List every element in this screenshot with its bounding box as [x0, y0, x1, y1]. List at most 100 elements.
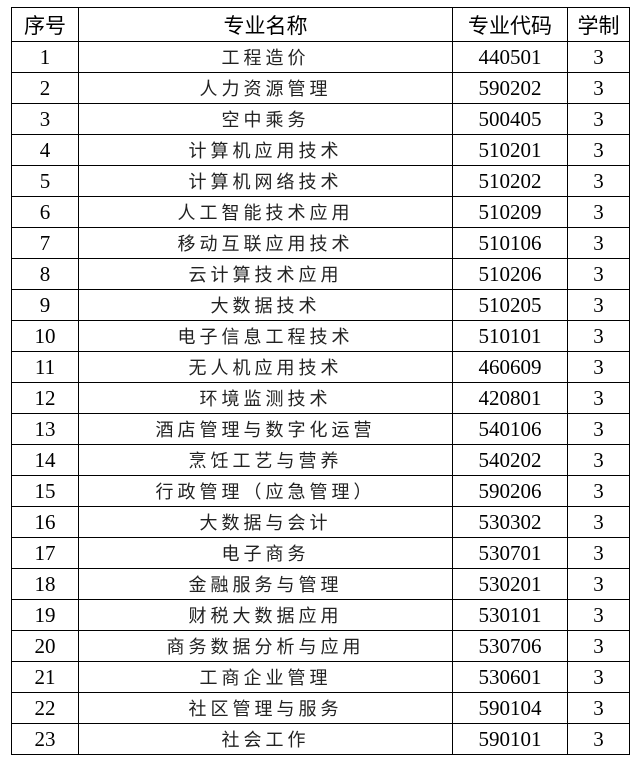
cell-name: 金融服务与管理 — [78, 568, 453, 600]
cell-index: 3 — [11, 103, 79, 135]
cell-index: 20 — [11, 630, 79, 662]
cell-index: 16 — [11, 506, 79, 538]
cell-index: 2 — [11, 72, 79, 104]
cell-code: 510106 — [452, 227, 568, 259]
cell-years: 3 — [567, 72, 630, 104]
cell-index: 13 — [11, 413, 79, 445]
cell-index: 5 — [11, 165, 79, 197]
cell-code: 530601 — [452, 661, 568, 693]
cell-name: 人力资源管理 — [78, 72, 453, 104]
header-name: 专业名称 — [78, 7, 453, 42]
cell-years: 3 — [567, 165, 630, 197]
cell-index: 11 — [11, 351, 79, 383]
table-row: 17 电子商务 530701 3 — [11, 537, 630, 569]
table-row: 3 空中乘务 500405 3 — [11, 103, 630, 135]
table-row: 15 行政管理（应急管理） 590206 3 — [11, 475, 630, 507]
cell-name: 工程造价 — [78, 41, 453, 73]
cell-years: 3 — [567, 289, 630, 321]
cell-code: 440501 — [452, 41, 568, 73]
cell-years: 3 — [567, 568, 630, 600]
cell-name: 环境监测技术 — [78, 382, 453, 414]
cell-code: 510209 — [452, 196, 568, 228]
cell-code: 530201 — [452, 568, 568, 600]
cell-index: 17 — [11, 537, 79, 569]
cell-code: 500405 — [452, 103, 568, 135]
table-row: 13 酒店管理与数字化运营 540106 3 — [11, 413, 630, 445]
cell-name: 大数据与会计 — [78, 506, 453, 538]
cell-index: 23 — [11, 723, 79, 755]
table-row: 12 环境监测技术 420801 3 — [11, 382, 630, 414]
table-row: 8 云计算技术应用 510206 3 — [11, 258, 630, 290]
cell-name: 电子信息工程技术 — [78, 320, 453, 352]
cell-index: 18 — [11, 568, 79, 600]
cell-index: 6 — [11, 196, 79, 228]
cell-name: 商务数据分析与应用 — [78, 630, 453, 662]
cell-years: 3 — [567, 723, 630, 755]
table-row: 11 无人机应用技术 460609 3 — [11, 351, 630, 383]
cell-name: 酒店管理与数字化运营 — [78, 413, 453, 445]
table-row: 22 社区管理与服务 590104 3 — [11, 692, 630, 724]
cell-index: 12 — [11, 382, 79, 414]
cell-years: 3 — [567, 41, 630, 73]
cell-code: 530101 — [452, 599, 568, 631]
cell-years: 3 — [567, 258, 630, 290]
table-row: 7 移动互联应用技术 510106 3 — [11, 227, 630, 259]
cell-code: 510101 — [452, 320, 568, 352]
table-row: 14 烹饪工艺与营养 540202 3 — [11, 444, 630, 476]
header-index: 序号 — [11, 7, 79, 42]
cell-code: 460609 — [452, 351, 568, 383]
cell-index: 15 — [11, 475, 79, 507]
cell-index: 8 — [11, 258, 79, 290]
header-years: 学制 — [567, 7, 630, 42]
table-row: 1 工程造价 440501 3 — [11, 41, 630, 73]
table-row: 16 大数据与会计 530302 3 — [11, 506, 630, 538]
table-row: 23 社会工作 590101 3 — [11, 723, 630, 755]
cell-name: 财税大数据应用 — [78, 599, 453, 631]
cell-code: 530302 — [452, 506, 568, 538]
cell-name: 计算机应用技术 — [78, 134, 453, 166]
header-code: 专业代码 — [452, 7, 568, 42]
table-row: 9 大数据技术 510205 3 — [11, 289, 630, 321]
cell-code: 540106 — [452, 413, 568, 445]
cell-years: 3 — [567, 444, 630, 476]
cell-years: 3 — [567, 692, 630, 724]
cell-index: 21 — [11, 661, 79, 693]
cell-name: 社区管理与服务 — [78, 692, 453, 724]
table-row: 4 计算机应用技术 510201 3 — [11, 134, 630, 166]
cell-name: 社会工作 — [78, 723, 453, 755]
table-row: 20 商务数据分析与应用 530706 3 — [11, 630, 630, 662]
cell-name: 烹饪工艺与营养 — [78, 444, 453, 476]
cell-index: 7 — [11, 227, 79, 259]
cell-code: 590101 — [452, 723, 568, 755]
cell-years: 3 — [567, 599, 630, 631]
cell-name: 计算机网络技术 — [78, 165, 453, 197]
cell-index: 4 — [11, 134, 79, 166]
cell-years: 3 — [567, 320, 630, 352]
table-row: 5 计算机网络技术 510202 3 — [11, 165, 630, 197]
cell-code: 510206 — [452, 258, 568, 290]
cell-code: 590104 — [452, 692, 568, 724]
cell-name: 人工智能技术应用 — [78, 196, 453, 228]
table-row: 18 金融服务与管理 530201 3 — [11, 568, 630, 600]
cell-code: 540202 — [452, 444, 568, 476]
cell-years: 3 — [567, 382, 630, 414]
cell-years: 3 — [567, 661, 630, 693]
cell-code: 510205 — [452, 289, 568, 321]
cell-years: 3 — [567, 134, 630, 166]
cell-name: 大数据技术 — [78, 289, 453, 321]
cell-name: 行政管理（应急管理） — [78, 475, 453, 507]
table-row: 21 工商企业管理 530601 3 — [11, 661, 630, 693]
cell-code: 530706 — [452, 630, 568, 662]
cell-name: 工商企业管理 — [78, 661, 453, 693]
cell-code: 420801 — [452, 382, 568, 414]
cell-code: 530701 — [452, 537, 568, 569]
cell-code: 590202 — [452, 72, 568, 104]
majors-table: 序号 专业名称 专业代码 学制 1 工程造价 440501 3 2 人力资源管理 59020… — [11, 7, 630, 755]
table-row: 2 人力资源管理 590202 3 — [11, 72, 630, 104]
cell-name: 空中乘务 — [78, 103, 453, 135]
cell-years: 3 — [567, 537, 630, 569]
cell-name: 云计算技术应用 — [78, 258, 453, 290]
cell-years: 3 — [567, 103, 630, 135]
cell-years: 3 — [567, 475, 630, 507]
cell-name: 电子商务 — [78, 537, 453, 569]
